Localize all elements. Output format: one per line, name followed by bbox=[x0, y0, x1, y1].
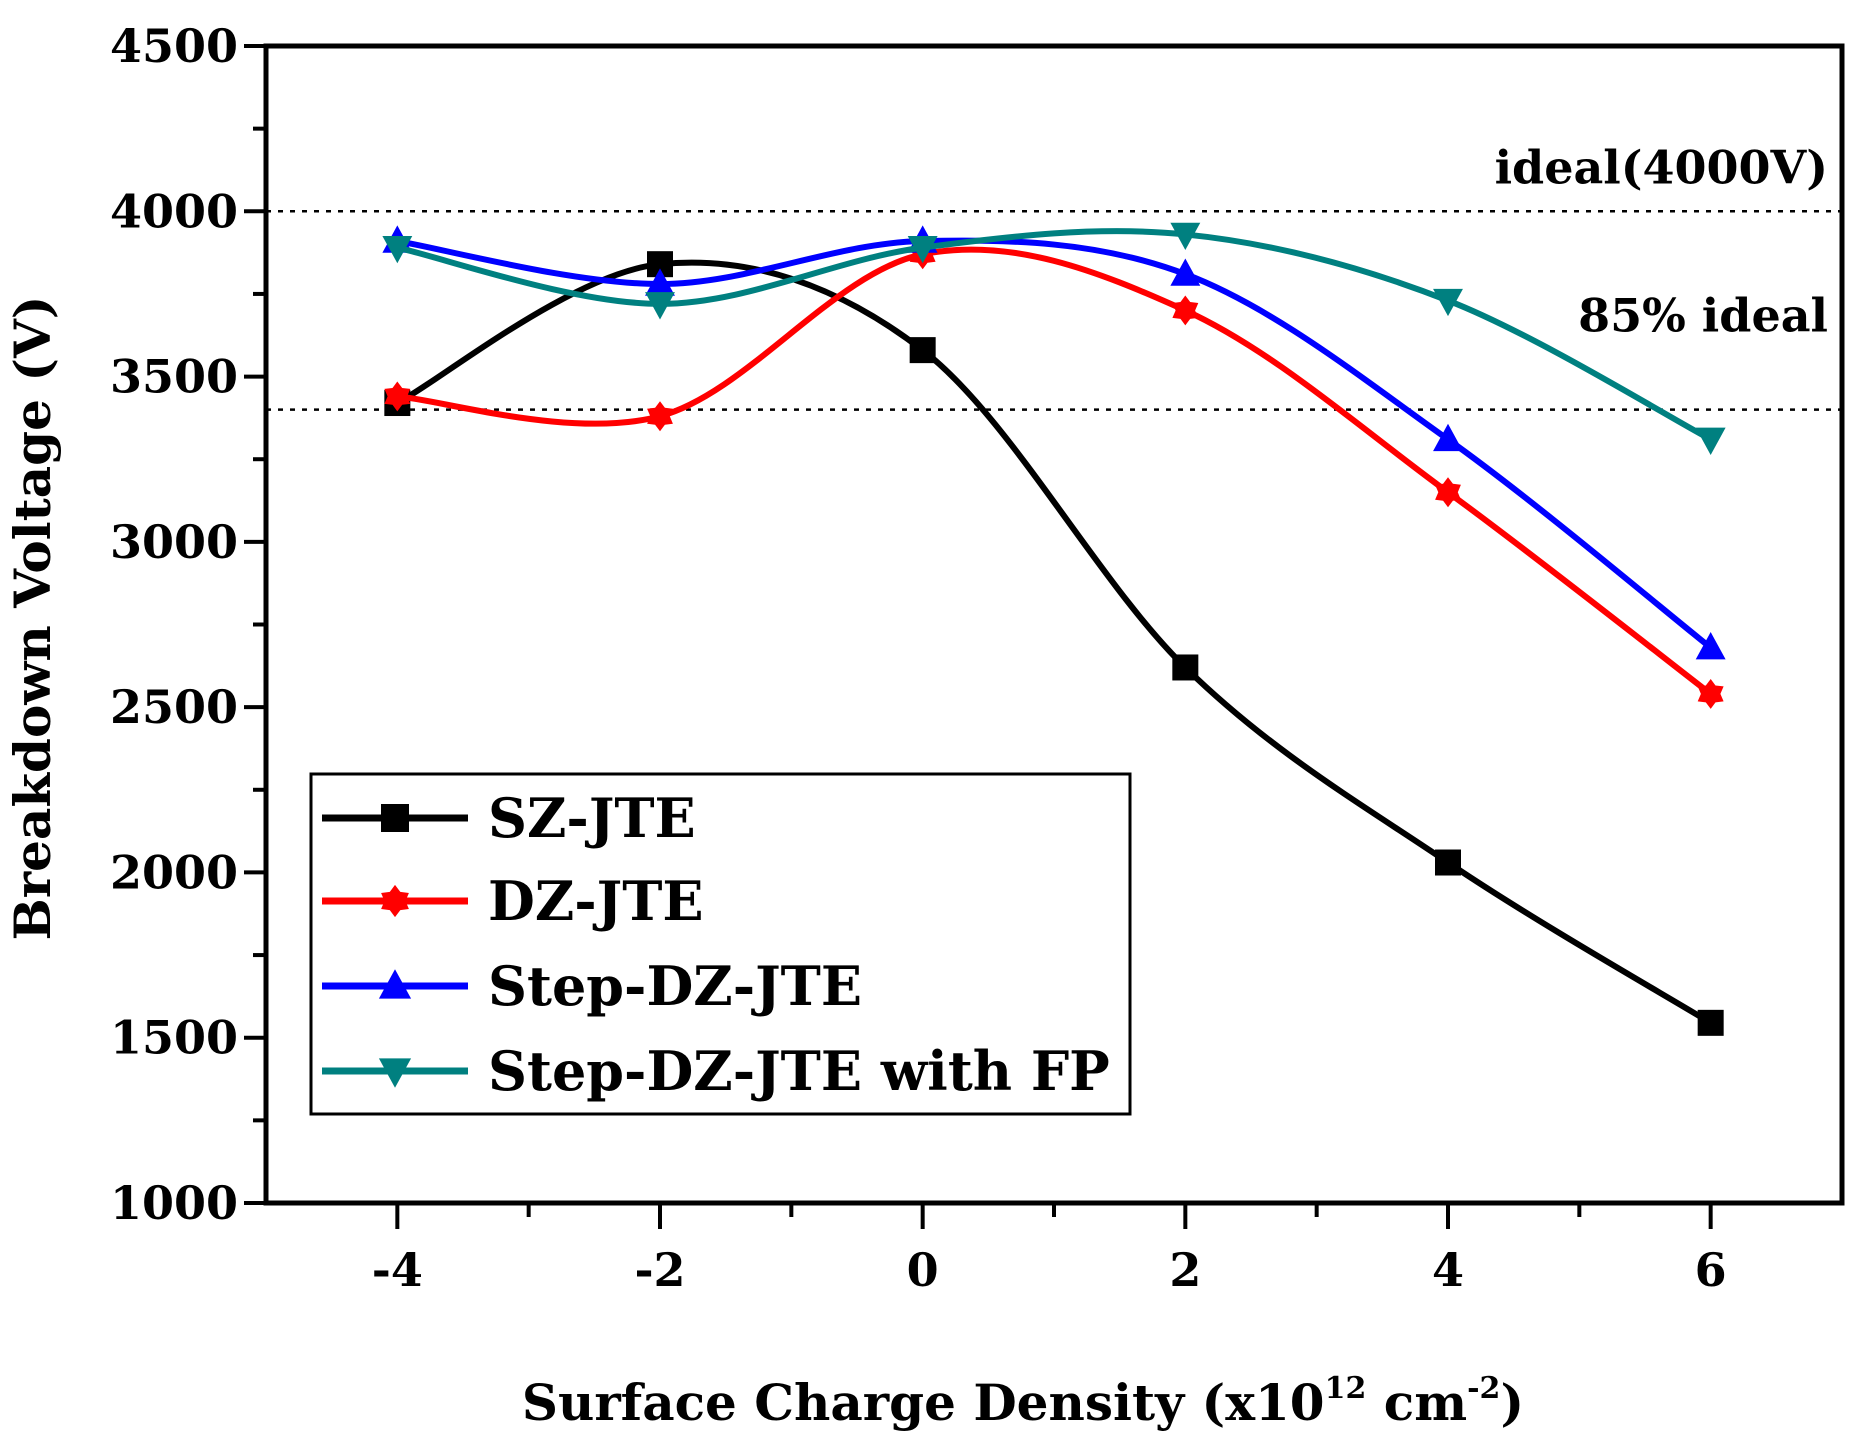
legend-box bbox=[309, 772, 1132, 1116]
data-point bbox=[1695, 427, 1726, 455]
legend-label: Step-DZ-JTE bbox=[488, 954, 862, 1018]
y-tick-label: 1500 bbox=[110, 1011, 238, 1065]
legend-label: SZ-JTE bbox=[488, 786, 696, 850]
data-point bbox=[1695, 632, 1726, 660]
data-point bbox=[1435, 849, 1461, 876]
x-tick-label: -4 bbox=[372, 1243, 423, 1297]
series-dz-jte bbox=[384, 239, 1724, 709]
y-axis-title: Breakdown Voltage (V) bbox=[3, 296, 62, 941]
reference-lines: ideal(4000V) 85% ideal bbox=[266, 140, 1842, 411]
y-tick-label: 4000 bbox=[110, 184, 238, 238]
y-tick-label: 2000 bbox=[110, 845, 238, 899]
series-line bbox=[395, 259, 1713, 1026]
legend-item: DZ-JTE bbox=[322, 869, 704, 933]
x-tick-label: 6 bbox=[1695, 1243, 1727, 1297]
y-tick-label: 2500 bbox=[110, 680, 238, 734]
x-tick-label: 2 bbox=[1169, 1243, 1201, 1297]
legend-label: Step-DZ-JTE with FP bbox=[488, 1039, 1110, 1103]
axis-ticks: -4 -2 0 2 4 6 1000 1500 2000 2500 3000 3500 4000 4500 bbox=[110, 19, 1727, 1297]
data-point bbox=[1697, 679, 1724, 709]
legend: SZ-JTE DZ-JTE Step-DZ-JTE Step-DZ-JTE with … bbox=[309, 772, 1132, 1116]
data-point bbox=[909, 337, 936, 364]
data-point bbox=[645, 268, 675, 296]
legend-swatch-marker bbox=[378, 1058, 412, 1088]
data-point bbox=[1435, 477, 1461, 508]
series-step-dz-jte-with-fp bbox=[382, 222, 1726, 455]
x-tick-label: 0 bbox=[907, 1243, 939, 1297]
series-line bbox=[396, 228, 1713, 443]
data-point bbox=[1433, 288, 1463, 317]
x-tick-label: -2 bbox=[634, 1243, 685, 1297]
data-point bbox=[1172, 654, 1199, 681]
data-point bbox=[647, 401, 673, 432]
data-point bbox=[645, 292, 675, 320]
data-point bbox=[384, 381, 411, 412]
ideal-annotation: ideal(4000V) bbox=[1495, 140, 1828, 194]
x-tick-label: 4 bbox=[1432, 1243, 1464, 1297]
series-line bbox=[397, 246, 1713, 697]
data-point bbox=[382, 235, 413, 264]
series-line bbox=[396, 237, 1713, 650]
data-point bbox=[1170, 258, 1201, 286]
y-tick-label: 1000 bbox=[110, 1176, 238, 1230]
legend-swatch-marker bbox=[381, 804, 409, 832]
percent-ideal-annotation: 85% ideal bbox=[1578, 289, 1828, 343]
legend-swatch-marker bbox=[381, 884, 409, 918]
x-axis-title: Surface Charge Density (x1012 cm-2) bbox=[522, 1371, 1524, 1432]
y-tick-label: 4500 bbox=[110, 19, 238, 73]
data-point bbox=[907, 235, 938, 264]
data-point bbox=[1170, 222, 1201, 251]
legend-item: SZ-JTE bbox=[322, 786, 696, 850]
y-tick-label: 3500 bbox=[110, 350, 238, 404]
legend-item: Step-DZ-JTE with FP bbox=[322, 1039, 1110, 1103]
legend-swatch-marker bbox=[378, 969, 412, 999]
legend-item: Step-DZ-JTE bbox=[322, 954, 862, 1018]
series-layer bbox=[382, 222, 1726, 1036]
y-tick-label: 3000 bbox=[110, 515, 238, 569]
data-point bbox=[1433, 423, 1463, 452]
data-point bbox=[1697, 1009, 1724, 1036]
data-point bbox=[1172, 295, 1199, 326]
legend-label: DZ-JTE bbox=[488, 869, 704, 933]
